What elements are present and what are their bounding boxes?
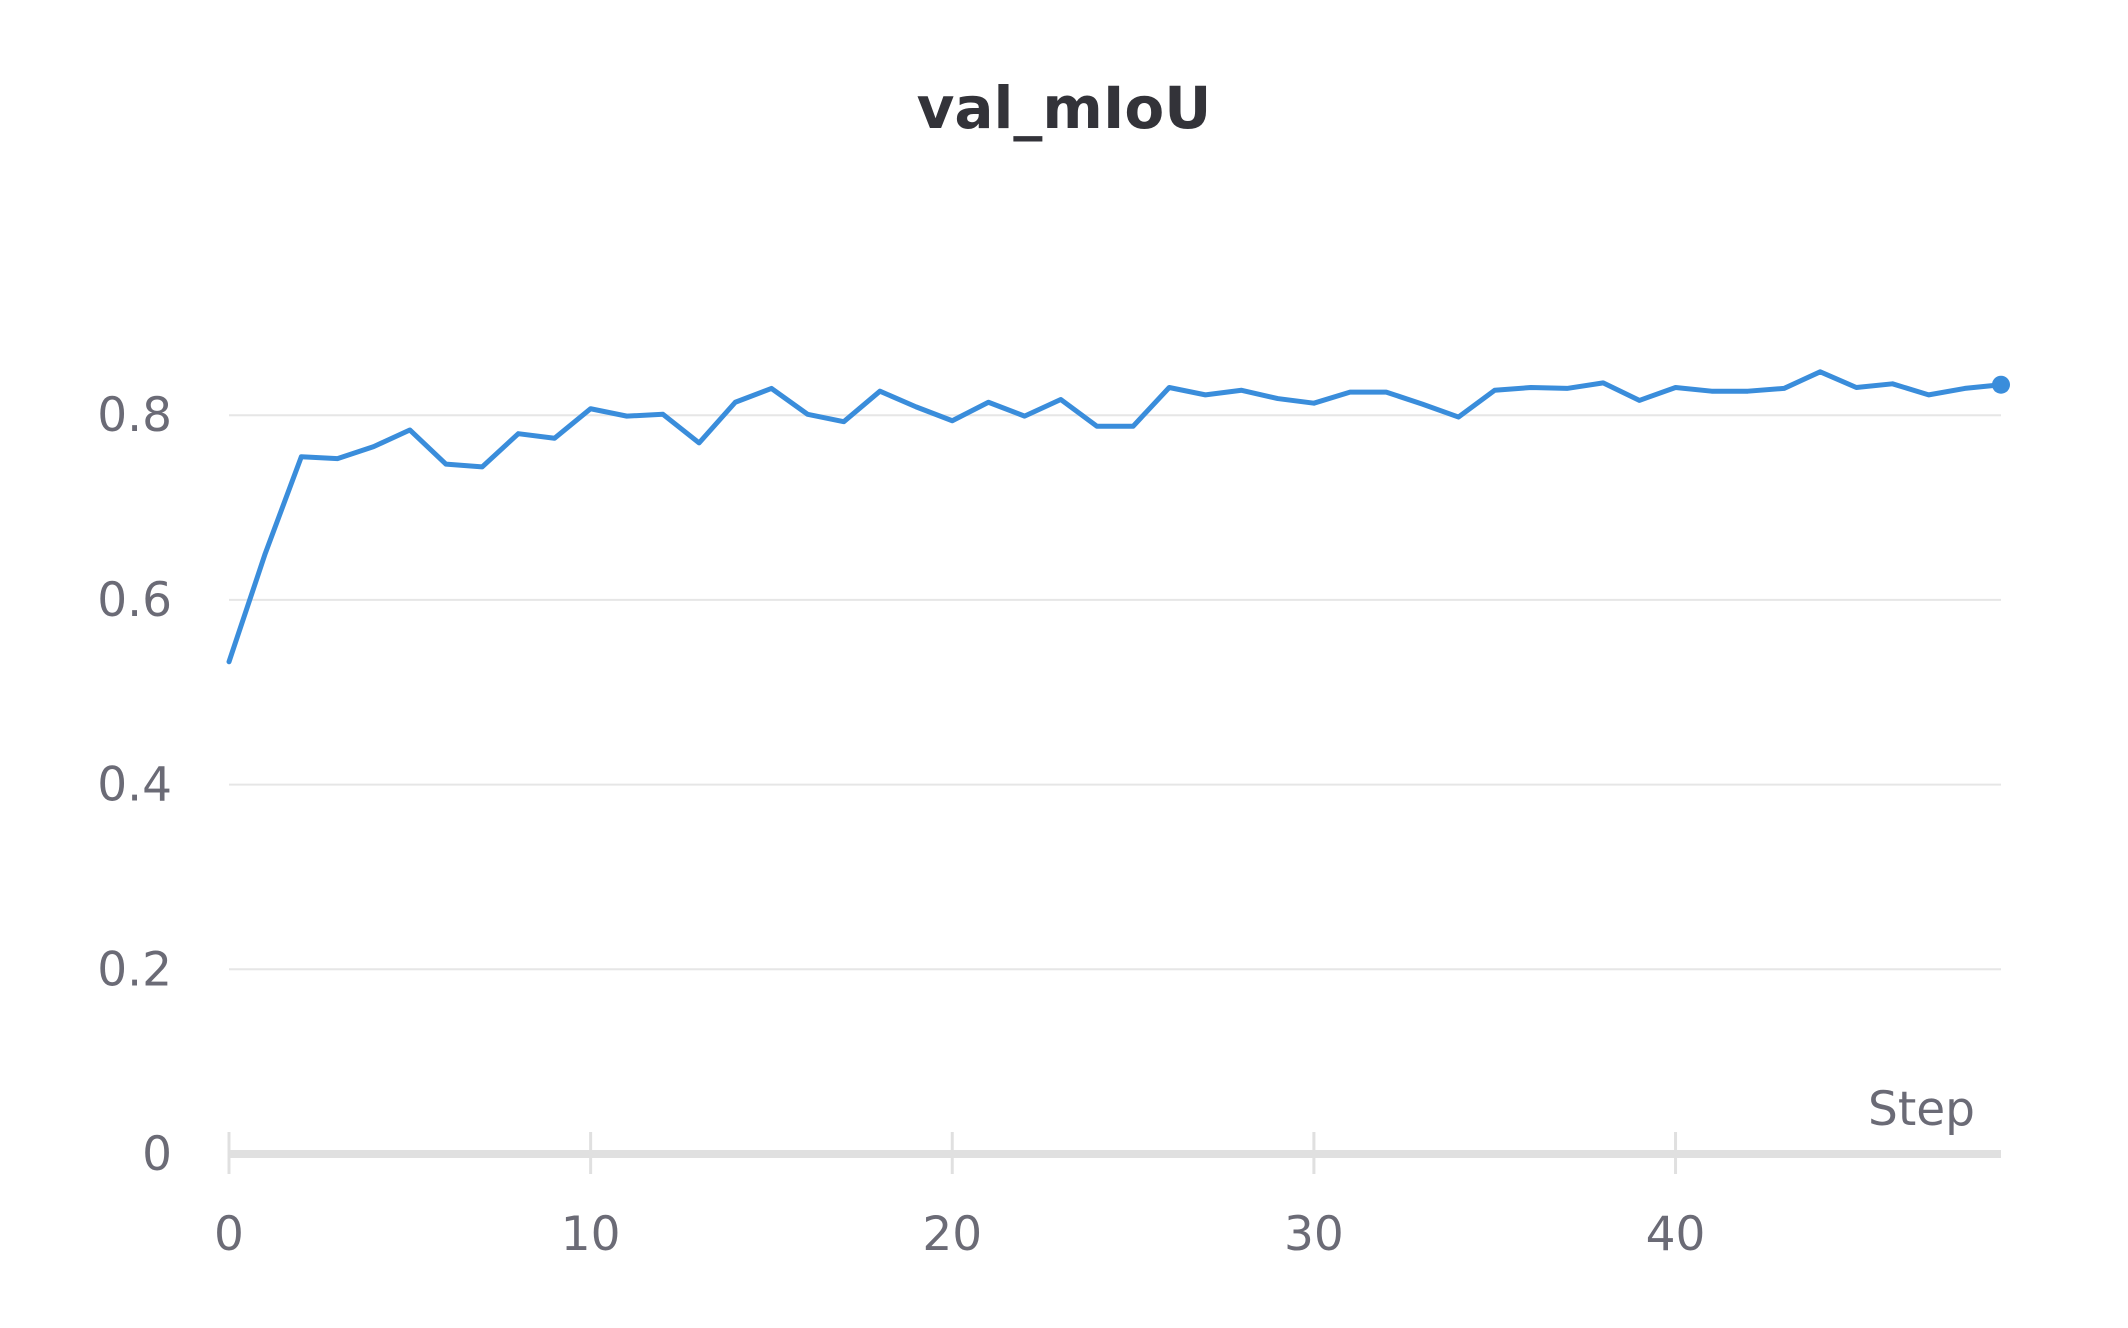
chart-title: val_mIoU <box>917 74 1212 142</box>
y-tick-label-0: 0 <box>142 1127 172 1182</box>
x-tick-label-1: 10 <box>561 1207 621 1262</box>
x-tick-label-0: 0 <box>214 1207 244 1262</box>
y-tick-label-3: 0.6 <box>97 573 172 628</box>
gridlines <box>229 414 2001 971</box>
x-axis-ticks: 0 10 20 30 40 <box>214 1132 1705 1262</box>
series-line-0 <box>226 369 2004 665</box>
y-tick-label-2: 0.4 <box>97 758 172 813</box>
y-tick-label-4: 0.8 <box>97 388 172 443</box>
series <box>226 369 2010 665</box>
x-tick-label-4: 40 <box>1646 1207 1706 1262</box>
series-end-marker-0 <box>1992 375 2010 394</box>
y-axis-ticks: 0 0.2 0.4 0.6 0.8 <box>97 388 172 1182</box>
x-tick-label-2: 20 <box>922 1207 982 1262</box>
y-tick-label-1: 0.2 <box>97 942 172 997</box>
x-tick-label-3: 30 <box>1284 1207 1344 1262</box>
x-axis-label: Step <box>1868 1082 1975 1137</box>
